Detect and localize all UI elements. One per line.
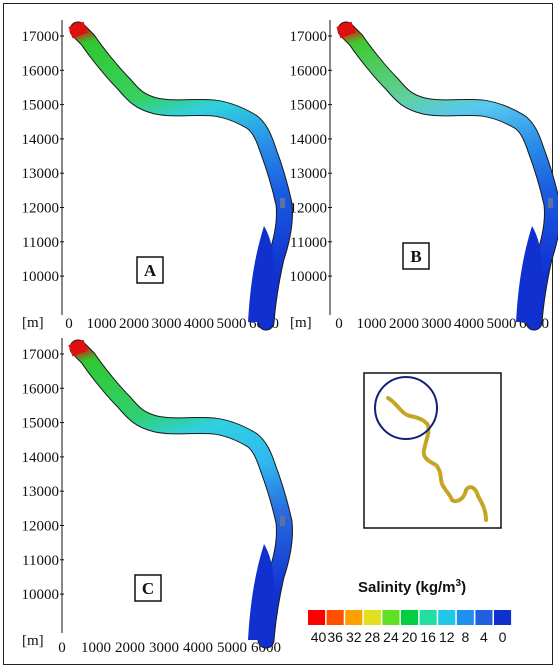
legend-swatch <box>308 610 326 625</box>
legend-value: 40 <box>311 629 327 645</box>
panel-label: A <box>144 261 157 280</box>
panel-label-box: B <box>402 242 430 270</box>
boundary-marker <box>280 198 285 208</box>
panel-b: 1700016000150001400013000120001100010000… <box>290 20 558 332</box>
y-tick-label: 16000 <box>22 381 60 397</box>
figure-frame <box>3 3 553 665</box>
river-salinity-fill <box>70 340 292 648</box>
legend-swatch <box>494 610 512 625</box>
y-tick-label: 17000 <box>22 29 60 45</box>
river-salinity-fill <box>70 22 292 330</box>
y-tick-label: 11000 <box>22 553 59 569</box>
x-tick-label: 5000 <box>217 316 247 332</box>
legend-value: 8 <box>461 629 469 645</box>
legend-swatch <box>382 610 400 625</box>
y-tick-label: 13000 <box>22 484 60 500</box>
inlet-high-salinity <box>68 339 88 357</box>
legend-swatch <box>326 610 344 625</box>
legend-value: 0 <box>499 629 507 645</box>
legend-swatch <box>345 610 363 625</box>
units-label: [m] <box>22 633 44 649</box>
y-tick-label: 14000 <box>22 132 60 148</box>
inlet-high-salinity <box>336 21 356 39</box>
y-tick-label: 17000 <box>290 29 328 45</box>
legend-title: Salinity (kg/m3) <box>358 578 466 596</box>
legend-swatch <box>475 610 493 625</box>
y-tick-label: 13000 <box>290 166 328 182</box>
x-tick-label: 4000 <box>454 316 484 332</box>
river-lower-reach <box>248 226 274 322</box>
y-tick-label: 10000 <box>22 269 60 285</box>
x-tick-label: 4000 <box>183 640 213 656</box>
y-tick-label: 11000 <box>290 235 327 251</box>
river-salinity-fill <box>338 22 558 330</box>
inlet-high-salinity <box>68 21 88 39</box>
x-tick-label: 3000 <box>149 640 179 656</box>
units-label: [m] <box>22 315 44 331</box>
legend-swatch <box>438 610 456 625</box>
river-channel <box>336 21 558 331</box>
x-tick-label: 5000 <box>217 640 247 656</box>
x-tick-label: 2000 <box>115 640 145 656</box>
overview-river-detail <box>387 397 487 521</box>
river-channel <box>68 21 293 331</box>
y-tick-label: 12000 <box>22 519 60 535</box>
y-tick-label: 15000 <box>22 98 60 114</box>
x-tick-label: 2000 <box>119 316 149 332</box>
y-tick-label: 11000 <box>22 235 59 251</box>
legend-swatch <box>363 610 381 625</box>
x-tick-label: 3000 <box>152 316 182 332</box>
y-tick-label: 10000 <box>290 269 328 285</box>
y-tick-label: 10000 <box>22 587 60 603</box>
panel-label: C <box>142 579 154 598</box>
y-tick-label: 12000 <box>290 201 328 217</box>
y-tick-label: 16000 <box>290 63 328 79</box>
salinity-legend: Salinity (kg/m3) 40 36 32 28 24 20 16 12 8 4 0 <box>308 578 512 645</box>
x-tick-label: 0 <box>58 640 66 656</box>
panel-a: 1700016000150001400013000120001100010000… <box>22 20 293 332</box>
legend-value: 20 <box>402 629 418 645</box>
y-tick-label: 13000 <box>22 166 60 182</box>
legend-value: 4 <box>480 629 488 645</box>
x-tick-label: 5000 <box>487 316 517 332</box>
boundary-marker <box>548 198 553 208</box>
legend-value: 32 <box>346 629 362 645</box>
legend-value: 16 <box>420 629 436 645</box>
y-tick-label: 14000 <box>290 132 328 148</box>
overview-map <box>363 372 502 529</box>
legend-swatch <box>401 610 419 625</box>
x-tick-label: 4000 <box>184 316 214 332</box>
legend-swatch <box>419 610 437 625</box>
y-tick-label: 17000 <box>22 347 60 363</box>
y-tick-label: 15000 <box>22 416 60 432</box>
legend-swatch <box>456 610 474 625</box>
panel-c: 1700016000150001400013000120001100010000… <box>22 338 293 656</box>
panel-label: B <box>410 247 421 266</box>
x-tick-label: 1000 <box>87 316 117 332</box>
panel-label-box: C <box>134 574 162 602</box>
y-tick-label: 12000 <box>22 201 60 217</box>
river-channel <box>68 339 293 649</box>
legend-value: 36 <box>327 629 343 645</box>
y-tick-label: 15000 <box>290 98 328 114</box>
x-tick-label: 1000 <box>81 640 111 656</box>
x-tick-label: 2000 <box>389 316 419 332</box>
units-label: [m] <box>290 315 312 331</box>
x-tick-label: 0 <box>65 316 73 332</box>
x-tick-label: 3000 <box>422 316 452 332</box>
legend-value: 12 <box>439 629 455 645</box>
panel-label-box: A <box>136 256 164 284</box>
river-lower-reach <box>248 544 274 640</box>
y-tick-label: 14000 <box>22 450 60 466</box>
y-tick-label: 16000 <box>22 63 60 79</box>
river-lower-reach <box>516 226 542 322</box>
x-tick-label: 1000 <box>357 316 387 332</box>
legend-value: 24 <box>383 629 399 645</box>
legend-value: 28 <box>365 629 381 645</box>
x-tick-label: 0 <box>335 316 343 332</box>
study-area-circle <box>374 376 438 440</box>
boundary-marker <box>280 516 285 526</box>
